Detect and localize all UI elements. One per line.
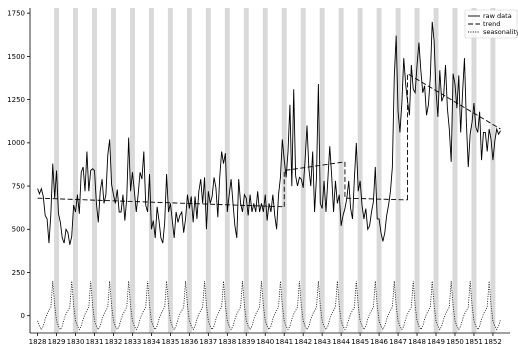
year-band-1845 — [357, 8, 363, 333]
x-tick-label-1834: 1834 — [143, 338, 161, 346]
year-band-1844 — [338, 8, 344, 333]
year-band-1840 — [262, 8, 268, 333]
x-tick-label-1845: 1845 — [351, 338, 369, 346]
x-tick-label-1849: 1849 — [427, 338, 445, 346]
y-tick-label-750: 750 — [12, 182, 25, 190]
shaded-bands — [54, 8, 496, 333]
x-tick-label-1839: 1839 — [237, 338, 255, 346]
legend-label-seasonality: seasonality — [483, 28, 518, 36]
year-band-1852 — [490, 8, 496, 333]
year-band-1834 — [148, 8, 154, 333]
year-band-1830 — [73, 8, 78, 333]
series-trend-segment-1 — [283, 161, 346, 207]
x-tick-label-1828: 1828 — [29, 338, 47, 346]
x-tick-label-1844: 1844 — [332, 338, 350, 346]
series-trend-segment-2 — [344, 161, 408, 201]
x-tick-label-1835: 1835 — [161, 338, 179, 346]
x-tick-label-1852: 1852 — [484, 338, 502, 346]
y-tick-label-500: 500 — [12, 226, 25, 234]
series-layer — [37, 21, 501, 331]
series-trend-segment-3 — [407, 72, 501, 200]
legend-label-raw-data: raw data — [483, 12, 512, 20]
y-tick-label-250: 250 — [12, 269, 25, 277]
x-tick-label-1841: 1841 — [275, 338, 293, 346]
x-tick-label-1833: 1833 — [124, 338, 142, 346]
x-tick-label-1846: 1846 — [370, 338, 388, 346]
year-band-1849 — [433, 8, 439, 333]
year-band-1848 — [414, 8, 420, 333]
year-band-1841 — [281, 8, 287, 333]
y-tick-label-1250: 1250 — [7, 96, 25, 104]
year-band-1843 — [319, 8, 325, 333]
year-band-1838 — [224, 8, 230, 333]
year-band-1835 — [167, 8, 173, 333]
series-trend-segment-0 — [37, 197, 285, 208]
x-tick-label-1829: 1829 — [48, 338, 66, 346]
legend-box — [464, 9, 518, 39]
y-tick-label-1500: 1500 — [7, 53, 25, 61]
x-tick-label-1836: 1836 — [180, 338, 198, 346]
year-band-1846 — [376, 8, 382, 333]
x-tick-label-1838: 1838 — [218, 338, 236, 346]
y-tick-label-0: 0 — [21, 312, 25, 320]
year-band-1837 — [205, 8, 211, 333]
x-tick-label-1843: 1843 — [313, 338, 331, 346]
x-tick-label-1831: 1831 — [86, 338, 104, 346]
year-band-1842 — [300, 8, 306, 333]
year-band-1839 — [243, 8, 249, 333]
x-tick-label-1837: 1837 — [199, 338, 217, 346]
year-band-1833 — [129, 8, 135, 333]
x-tick-label-1840: 1840 — [256, 338, 274, 346]
x-tick-label-1848: 1848 — [408, 338, 426, 346]
x-tick-label-1850: 1850 — [446, 338, 464, 346]
series-seasonality — [37, 281, 501, 331]
series-raw-data — [37, 21, 501, 245]
x-tick-label-1830: 1830 — [67, 338, 85, 346]
x-tick-label-1832: 1832 — [105, 338, 123, 346]
legend-label-trend: trend — [483, 20, 500, 28]
x-tick-label-1842: 1842 — [294, 338, 312, 346]
year-band-1851 — [471, 8, 477, 333]
y-tick-label-1000: 1000 — [7, 139, 25, 147]
year-band-1832 — [111, 8, 116, 333]
x-tick-label-1851: 1851 — [465, 338, 483, 346]
year-band-1850 — [452, 8, 458, 333]
year-band-1847 — [395, 8, 401, 333]
y-tick-label-1750: 1750 — [7, 10, 25, 18]
x-tick-label-1847: 1847 — [389, 338, 407, 346]
year-band-1836 — [186, 8, 192, 333]
